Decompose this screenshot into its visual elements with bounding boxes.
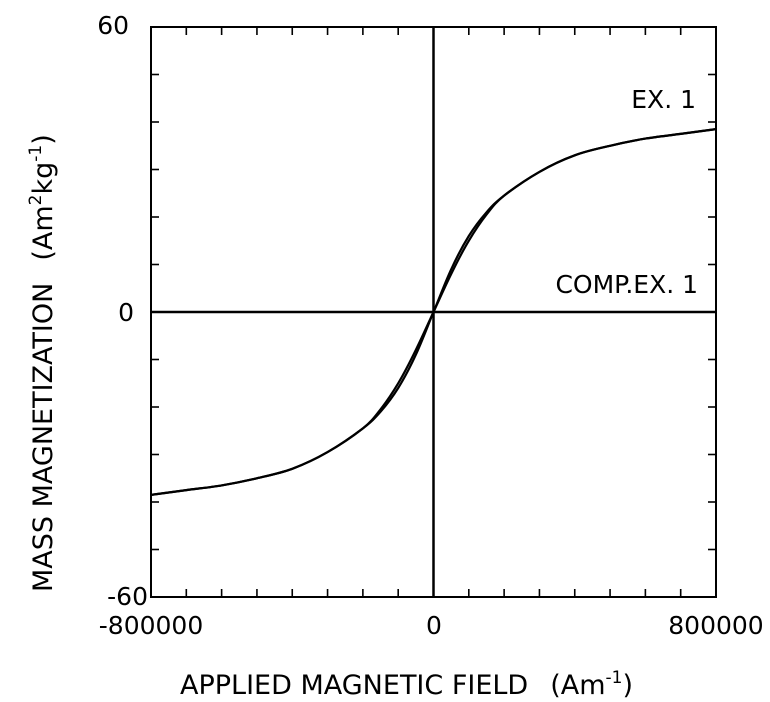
y-axis-unit-exponent-2: -1 [26,145,46,162]
annotation-ex1: EX. 1 [631,85,696,114]
y-axis-unit-b: kg [28,162,59,195]
y-axis-unit-end: ) [28,134,59,145]
y-tick-label-top: 60 [97,11,129,40]
x-tick-label-left: -800000 [99,611,203,640]
x-tick-label-right: 800000 [668,611,763,640]
y-axis-title-main: MASS MAGNETIZATION [28,283,59,592]
y-axis-unit-exponent-1: 2 [26,195,46,206]
y-axis-unit-a: (Am [28,205,59,260]
x-axis-unit-end: ) [622,670,633,701]
y-axis-title: MASS MAGNETIZATION (Am2kg-1) [26,134,59,592]
x-axis-title-main: APPLIED MAGNETIC FIELD [180,670,528,701]
x-tick-label-zero: 0 [426,611,442,640]
x-axis-unit-base: (Am [550,670,605,701]
x-axis-unit-exponent: -1 [606,668,623,688]
y-tick-label-zero: 0 [118,298,134,327]
x-axis-title: APPLIED MAGNETIC FIELD (Am-1) [180,668,633,701]
annotation-comp-ex1: COMP.EX. 1 [555,270,698,299]
y-tick-label-bottom: -60 [107,582,148,611]
